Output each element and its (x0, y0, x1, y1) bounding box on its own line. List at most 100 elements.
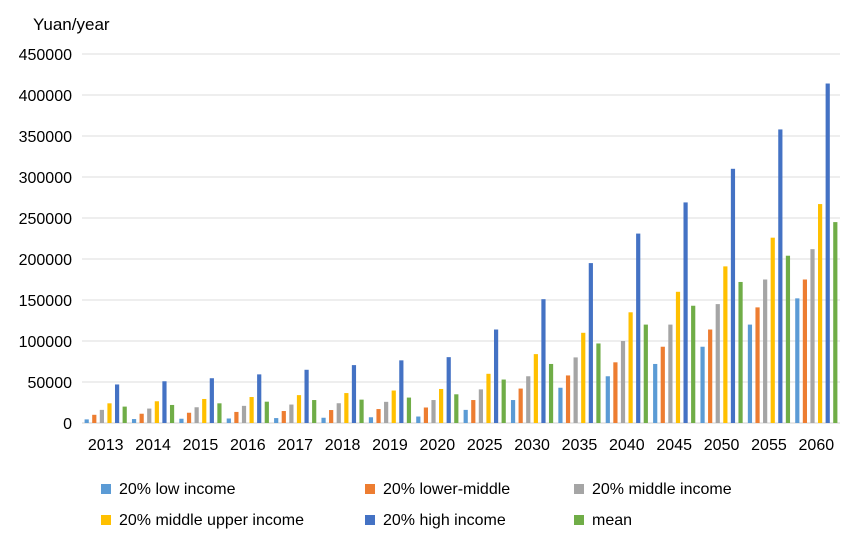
bar (264, 401, 269, 423)
bar (431, 400, 436, 423)
bar (636, 233, 641, 423)
x-tick-label: 2045 (656, 437, 692, 454)
bar (439, 388, 444, 423)
bar (588, 263, 593, 423)
bar (194, 407, 199, 423)
bar (755, 307, 760, 423)
legend-label: mean (592, 512, 632, 529)
bar (154, 401, 159, 423)
bar (653, 363, 658, 423)
bar (770, 237, 775, 423)
bar (274, 418, 279, 423)
bar (518, 388, 523, 423)
bar (510, 400, 516, 423)
bar (763, 279, 768, 423)
bar (478, 389, 483, 423)
bar (241, 405, 247, 423)
y-tick-label: 50000 (28, 375, 73, 392)
x-tick-label: 2060 (799, 437, 835, 454)
legend-label: 20% high income (383, 512, 506, 529)
x-tick-label: 2014 (135, 437, 171, 454)
bar (785, 255, 791, 423)
x-tick-label: 2013 (88, 437, 124, 454)
bar (99, 409, 104, 423)
bar (344, 393, 349, 423)
legend-swatch (574, 515, 584, 525)
bar (833, 222, 838, 423)
legend: 20% low income 20% lower-middle 20% middle… (101, 481, 732, 529)
x-tick-label: 2050 (704, 437, 740, 454)
bar (391, 390, 396, 423)
bar (573, 357, 578, 423)
bar (162, 381, 167, 423)
bar (454, 394, 459, 423)
gridlines (82, 53, 840, 424)
bar (423, 407, 429, 423)
legend-swatch (365, 515, 375, 525)
bar (700, 346, 705, 423)
bar (643, 324, 648, 423)
bar (249, 397, 254, 423)
bar (802, 279, 808, 423)
bar (565, 375, 571, 423)
bar (281, 411, 286, 423)
legend-label: 20% middle income (592, 481, 732, 498)
bar (581, 332, 586, 423)
bar (730, 168, 736, 423)
bar (446, 357, 451, 423)
bar (675, 291, 681, 423)
bar (384, 401, 389, 423)
x-tick-label: 2015 (183, 437, 219, 454)
bar (493, 329, 499, 423)
bar (376, 409, 381, 423)
bar (202, 398, 207, 423)
bar (486, 373, 491, 423)
bar (708, 329, 713, 423)
bar (131, 419, 137, 423)
bar (217, 403, 222, 423)
bar (558, 387, 563, 423)
bar (541, 299, 546, 423)
bar (122, 406, 127, 423)
legend-label: 20% lower-middle (383, 481, 510, 498)
bars (84, 83, 838, 424)
bar (139, 413, 144, 423)
y-tick-label: 350000 (19, 129, 72, 146)
bar (605, 376, 610, 423)
bar (747, 324, 753, 423)
bar (336, 403, 341, 423)
bar (548, 363, 554, 423)
bar (613, 362, 618, 423)
bar (296, 395, 302, 423)
bar (668, 324, 673, 423)
x-tick-label: 2035 (562, 437, 598, 454)
y-tick-label: 100000 (19, 334, 72, 351)
bar (321, 417, 326, 423)
bar (406, 397, 412, 423)
y-tick-label: 0 (63, 416, 72, 433)
legend-swatch (101, 484, 111, 494)
bar (620, 341, 626, 423)
bar (351, 365, 357, 423)
y-tick-label: 400000 (19, 88, 72, 105)
y-axis-label: Yuan/year (33, 15, 110, 34)
bar (399, 360, 404, 423)
y-tick-label: 300000 (19, 170, 72, 187)
bar (209, 378, 214, 423)
x-tick-label: 2017 (277, 437, 313, 454)
bar (596, 343, 601, 423)
legend-swatch (365, 484, 375, 494)
bar (312, 400, 317, 423)
bar (810, 249, 815, 423)
x-tick-label: 2019 (372, 437, 408, 454)
legend-swatch (101, 515, 111, 525)
bar (471, 400, 476, 423)
bar (107, 403, 112, 423)
legend-label: 20% middle upper income (119, 512, 304, 529)
bar (289, 404, 294, 423)
x-tick-label: 2030 (514, 437, 550, 454)
bar (795, 298, 800, 423)
x-tick-label: 2018 (325, 437, 361, 454)
